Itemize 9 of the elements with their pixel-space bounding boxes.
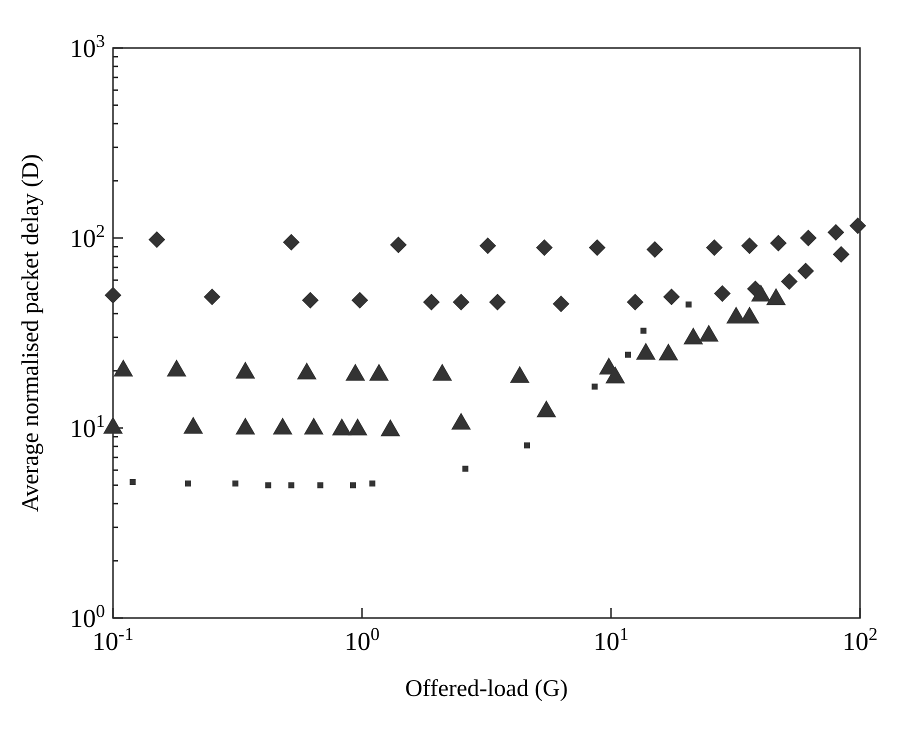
y-tick-label: 10$^{1}$ [70, 411, 105, 443]
y-axis-title: Average normalised packet delay (D) [18, 154, 44, 512]
x-tick-label: 10$^{1}$ [593, 624, 629, 656]
x-axis-title: Offered-load (G) [405, 676, 568, 702]
y-tick-label: 10$^{2}$ [70, 221, 105, 253]
y-tick-label: 10$^{0}$ [70, 601, 105, 633]
x-tick-label: 10$^{0}$ [344, 624, 380, 656]
y-tick-label: 10$^{3}$ [70, 31, 105, 63]
x-tick-label: 10$^{2}$ [842, 624, 878, 656]
